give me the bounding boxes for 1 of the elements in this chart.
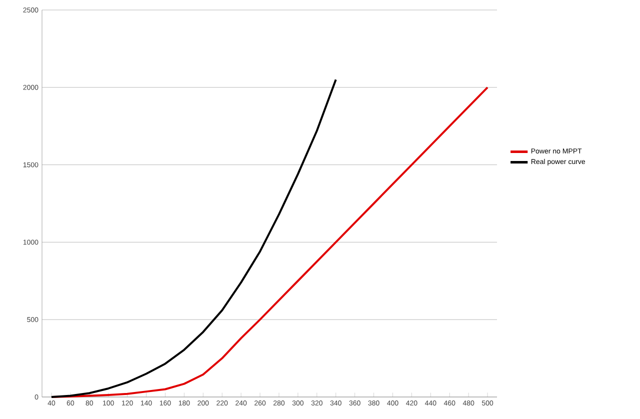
- line-series: [50, 78, 337, 398]
